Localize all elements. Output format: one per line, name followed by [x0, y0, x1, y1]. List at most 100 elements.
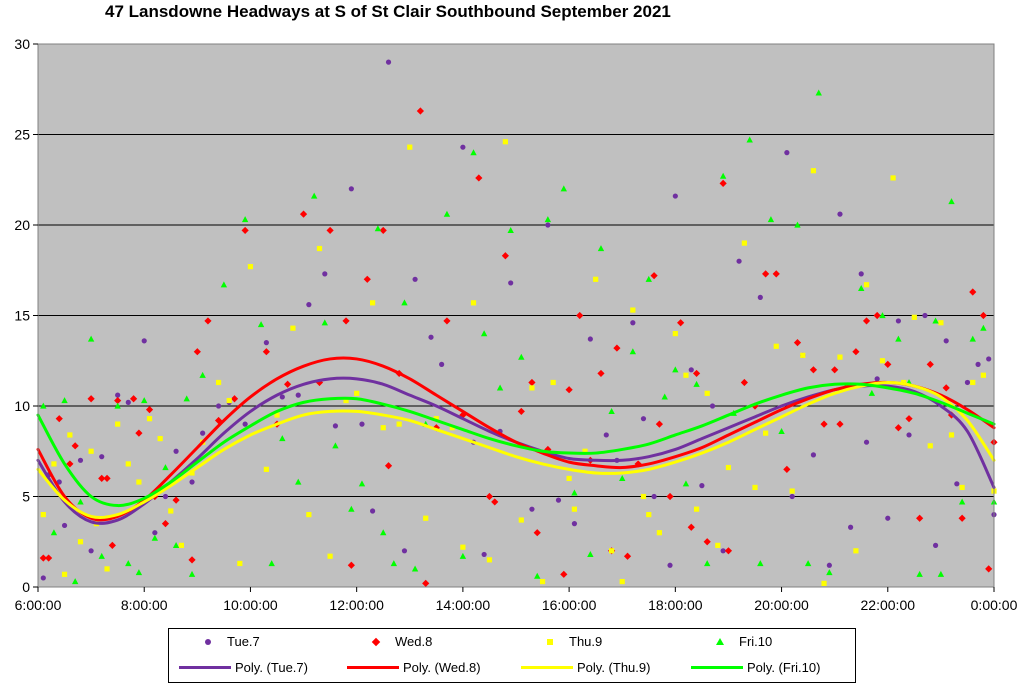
- data-point: [327, 553, 333, 559]
- x-tick-label: 16:00:00: [542, 597, 597, 613]
- data-point: [623, 552, 632, 560]
- data-point: [380, 529, 387, 536]
- data-point: [189, 479, 195, 485]
- data-point: [61, 571, 68, 577]
- data-point: [517, 407, 525, 416]
- data-point: [773, 343, 779, 349]
- data-point: [672, 366, 679, 373]
- data-point: [853, 548, 859, 554]
- data-point: [948, 432, 955, 438]
- data-point: [975, 361, 981, 367]
- data-point: [772, 270, 780, 278]
- data-point: [852, 348, 860, 356]
- data-point: [948, 198, 955, 205]
- legend-line-swatch: [521, 666, 573, 669]
- data-point: [800, 352, 806, 358]
- data-point: [534, 572, 541, 579]
- data-point: [986, 356, 992, 362]
- data-point: [885, 515, 891, 521]
- data-point: [379, 226, 387, 235]
- data-point: [242, 421, 248, 427]
- data-point: [178, 542, 184, 548]
- data-point: [959, 484, 965, 491]
- data-point: [916, 514, 924, 522]
- data-point: [879, 358, 886, 364]
- data-point: [746, 136, 753, 143]
- y-tick-label: 20: [14, 217, 30, 233]
- data-point: [655, 420, 663, 428]
- data-point: [582, 448, 588, 454]
- data-point: [104, 566, 110, 572]
- square-marker-icon: [547, 638, 553, 645]
- data-point: [645, 275, 652, 282]
- data-point: [831, 366, 839, 374]
- data-point: [152, 530, 158, 536]
- data-point: [565, 386, 573, 394]
- data-point: [667, 562, 673, 568]
- data-point: [87, 335, 95, 342]
- data-point: [545, 222, 551, 228]
- data-point: [98, 474, 106, 482]
- data-point: [969, 335, 976, 342]
- x-tick-label: 22:00:00: [861, 597, 916, 613]
- legend-item: Poly. (Tue.7): [179, 660, 308, 675]
- data-point: [789, 488, 795, 494]
- data-point: [130, 395, 138, 403]
- y-tick-label: 25: [14, 127, 30, 143]
- data-point: [193, 348, 201, 356]
- data-point: [199, 371, 206, 378]
- legend-item: Wed.8: [369, 634, 432, 649]
- data-point: [263, 340, 269, 346]
- data-point: [518, 517, 524, 523]
- data-point: [793, 339, 802, 347]
- trendline-poly-wed-8: [36, 356, 996, 522]
- chart-title: 47 Lansdowne Headways at S of St Clair S…: [105, 2, 671, 21]
- data-point: [979, 311, 987, 320]
- data-point: [322, 271, 328, 277]
- data-point: [544, 216, 552, 223]
- data-point: [980, 372, 986, 378]
- data-point: [71, 578, 79, 585]
- data-point: [783, 465, 791, 473]
- data-point: [954, 481, 960, 487]
- data-point: [821, 580, 827, 586]
- data-point: [295, 478, 302, 485]
- data-point: [354, 390, 360, 396]
- data-point: [571, 506, 578, 512]
- data-point: [868, 389, 876, 396]
- data-point: [87, 395, 95, 403]
- data-point: [597, 369, 605, 378]
- data-point: [407, 144, 413, 150]
- data-point: [45, 554, 53, 562]
- data-point: [518, 353, 525, 360]
- data-point: [810, 452, 817, 458]
- data-point: [683, 372, 689, 378]
- x-tick-label: 14:00:00: [436, 597, 491, 613]
- data-point: [241, 226, 249, 235]
- data-point: [874, 376, 880, 382]
- data-point: [848, 524, 854, 530]
- y-tick-label: 5: [22, 489, 30, 505]
- data-point: [529, 385, 535, 391]
- data-point: [560, 185, 567, 192]
- data-point: [439, 361, 445, 367]
- data-point: [757, 294, 763, 300]
- data-point: [263, 466, 269, 472]
- data-point: [77, 539, 84, 545]
- trendlines: [36, 356, 996, 525]
- scatter-chart: 0 5 10 15 20 25 30 6:00:00 8:00:00 10:00:00 12:00:…: [14, 36, 1017, 613]
- data-point: [486, 557, 493, 563]
- data-point: [687, 523, 695, 531]
- data-point: [571, 521, 578, 527]
- data-point: [449, 425, 455, 431]
- triangle-marker-icon: [716, 637, 724, 645]
- data-point: [220, 281, 228, 288]
- data-point: [485, 492, 494, 501]
- data-point: [740, 378, 748, 387]
- data-point: [693, 380, 700, 387]
- data-point: [767, 216, 775, 223]
- data-point: [863, 439, 870, 445]
- data-point: [247, 264, 254, 270]
- data-point: [290, 325, 296, 331]
- data-point: [103, 474, 111, 482]
